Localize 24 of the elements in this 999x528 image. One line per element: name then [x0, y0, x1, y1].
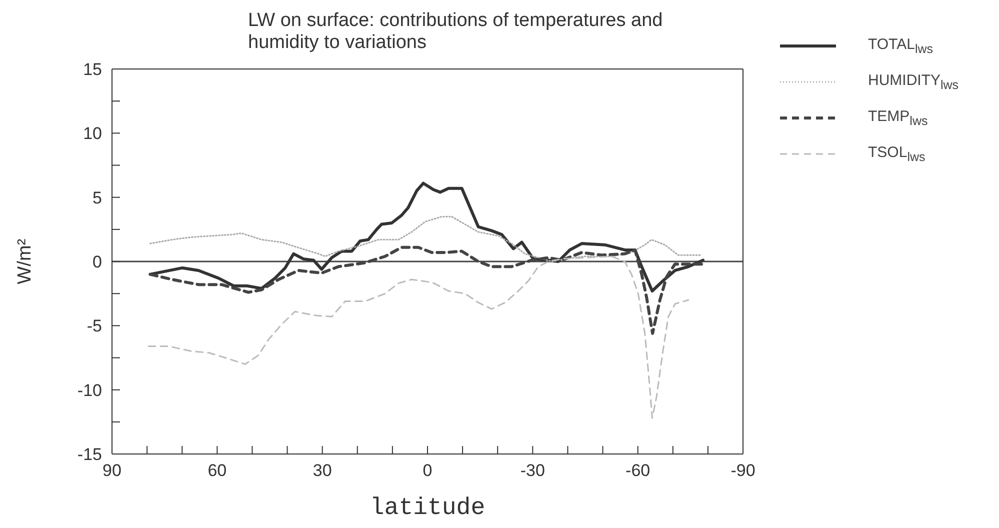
- x-tick-label: 60: [208, 461, 227, 480]
- y-tick-label: -10: [77, 380, 102, 400]
- x-axis-title: latitude: [370, 495, 486, 522]
- y-tick-label: -15: [77, 445, 102, 464]
- x-tick-label: 0: [422, 461, 432, 480]
- y-axis-title: W/m²: [14, 238, 36, 284]
- y-tick-label: 10: [83, 124, 102, 144]
- y-tick-label: 15: [83, 60, 102, 80]
- y-tick-label: -5: [86, 316, 102, 336]
- line-series: [148, 256, 690, 419]
- x-tick-label: 30: [312, 461, 332, 480]
- legend-label: TSOL$_{lws}$: [868, 144, 926, 164]
- line-series: [148, 182, 705, 293]
- y-tick-label: 5: [92, 188, 102, 208]
- legend-label: HUMIDITY$_{lws}$: [868, 72, 959, 92]
- chart-title: LW on surface: contributions of temperatures and humidity to variations: [248, 10, 664, 54]
- x-tick-label: 90: [102, 461, 122, 480]
- x-tick-label: -30: [520, 461, 545, 480]
- x-tick-label: -90: [730, 461, 756, 480]
- y-tick-label: 0: [92, 252, 102, 272]
- x-tick-label: -60: [626, 461, 650, 480]
- legend-label: TOTAL$_{lws}$: [868, 36, 934, 56]
- legend-label: TEMP$_{lws}$: [868, 108, 928, 128]
- line-series: [149, 216, 702, 262]
